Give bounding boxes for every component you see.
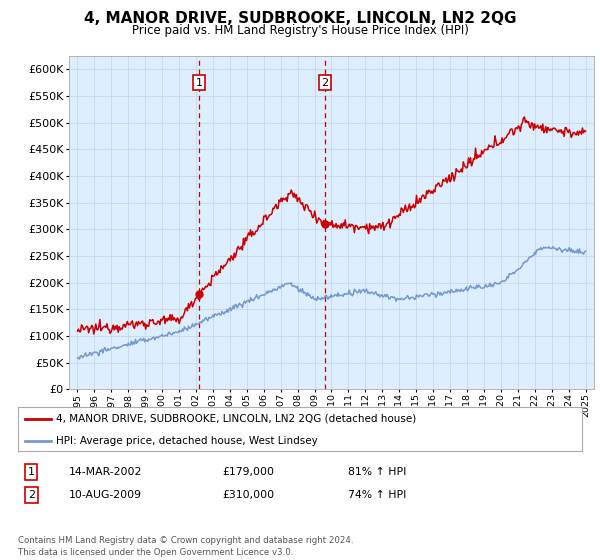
- Text: 10-AUG-2009: 10-AUG-2009: [69, 490, 142, 500]
- Text: Contains HM Land Registry data © Crown copyright and database right 2024.
This d: Contains HM Land Registry data © Crown c…: [18, 536, 353, 557]
- Text: 2: 2: [321, 78, 328, 88]
- Text: 81% ↑ HPI: 81% ↑ HPI: [348, 467, 406, 477]
- Text: HPI: Average price, detached house, West Lindsey: HPI: Average price, detached house, West…: [56, 436, 317, 446]
- Text: Price paid vs. HM Land Registry's House Price Index (HPI): Price paid vs. HM Land Registry's House …: [131, 24, 469, 36]
- Text: 4, MANOR DRIVE, SUDBROOKE, LINCOLN, LN2 2QG: 4, MANOR DRIVE, SUDBROOKE, LINCOLN, LN2 …: [84, 11, 516, 26]
- Text: £179,000: £179,000: [222, 467, 274, 477]
- Text: 2: 2: [28, 490, 35, 500]
- Text: 1: 1: [196, 78, 203, 88]
- Text: £310,000: £310,000: [222, 490, 274, 500]
- Text: 4, MANOR DRIVE, SUDBROOKE, LINCOLN, LN2 2QG (detached house): 4, MANOR DRIVE, SUDBROOKE, LINCOLN, LN2 …: [56, 414, 416, 424]
- Text: 74% ↑ HPI: 74% ↑ HPI: [348, 490, 406, 500]
- Text: 14-MAR-2002: 14-MAR-2002: [69, 467, 142, 477]
- Text: 1: 1: [28, 467, 35, 477]
